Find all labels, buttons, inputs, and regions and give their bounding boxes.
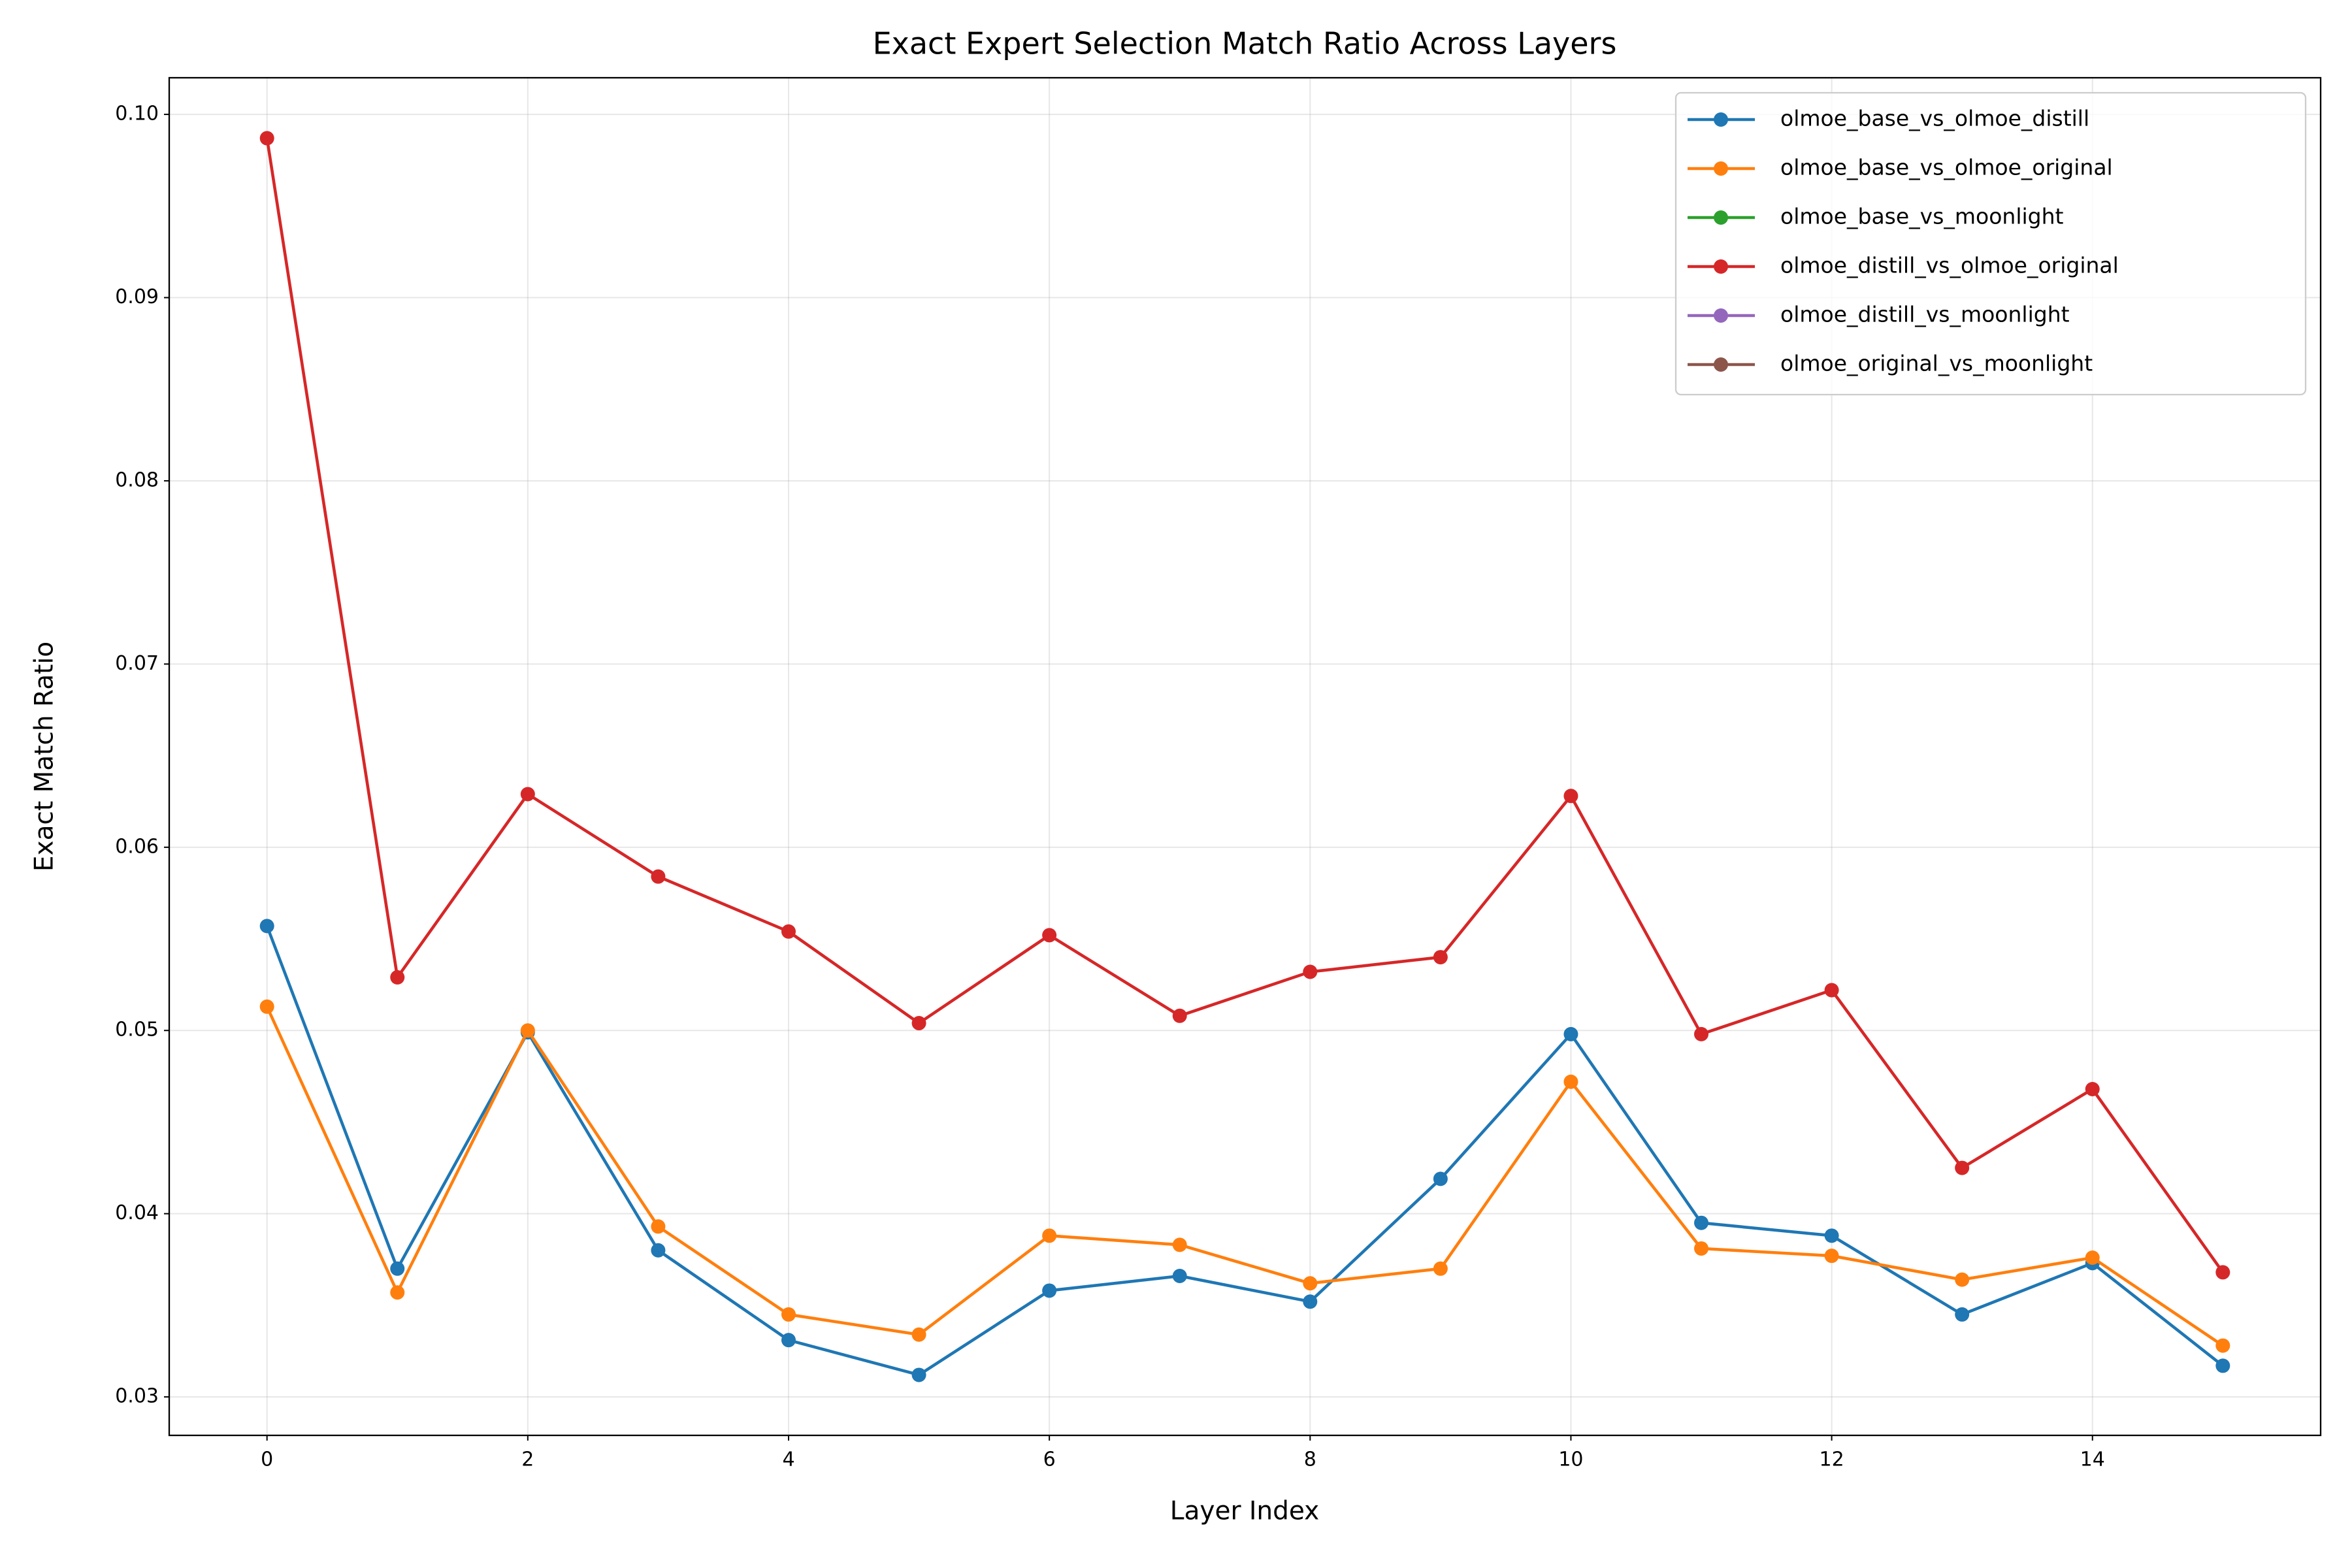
data-point [1824,983,1839,998]
data-point [1563,789,1578,804]
data-point [259,919,274,934]
x-tick-label: 10 [1558,1448,1583,1471]
legend-label: olmoe_distill_vs_moonlight [1780,302,2070,327]
y-tick-label: 0.05 [115,1019,159,1041]
data-point [1172,1237,1187,1252]
data-point [651,869,666,884]
data-point [1303,964,1318,979]
data-point [2085,1250,2100,1265]
y-tick-label: 0.10 [115,103,159,125]
data-point [1433,950,1448,965]
data-point [259,999,274,1014]
legend-box [1674,91,2307,396]
data-point [1694,1241,1709,1256]
legend-label: olmoe_base_vs_olmoe_distill [1780,106,2089,131]
data-point [2215,1338,2230,1353]
y-axis-label: Exact Match Ratio [30,642,59,872]
legend-label: olmoe_distill_vs_olmoe_original [1780,253,2119,278]
x-axis-label: Layer Index [1170,1497,1320,1526]
legend-label: olmoe_base_vs_moonlight [1780,204,2064,229]
data-point [911,1327,926,1342]
legend: olmoe_base_vs_olmoe_distill olmoe_base_vs… [1674,91,2307,396]
data-point [1042,1228,1057,1243]
data-point [1433,1171,1448,1186]
legend-marker [1714,161,1728,176]
data-point [781,1333,796,1348]
legend-marker [1714,308,1728,323]
data-point [520,1023,535,1038]
data-point [1694,1215,1709,1230]
x-tick-label: 8 [1304,1448,1316,1471]
y-tick-label: 0.08 [115,468,159,491]
legend-label: olmoe_base_vs_olmoe_original [1780,155,2113,180]
plot-frame [168,76,2322,1437]
data-point [1172,1008,1187,1023]
y-tick-label: 0.06 [115,835,159,858]
x-tick-label: 6 [1043,1448,1056,1471]
data-point [259,131,274,146]
data-point [1824,1228,1839,1243]
data-point [1563,1026,1578,1041]
data-point [390,1261,405,1276]
data-point [1955,1160,1970,1175]
legend-label: olmoe_original_vs_moonlight [1780,351,2093,376]
data-point [520,787,535,802]
x-tick-label: 14 [2080,1448,2105,1471]
data-point [781,924,796,939]
legend-marker [1714,210,1728,225]
data-point [1042,1283,1057,1298]
data-point [1955,1272,1970,1287]
legend-marker [1714,112,1728,127]
data-point [2215,1358,2230,1373]
data-point [911,1367,926,1382]
x-tick-label: 0 [261,1448,273,1471]
data-point [651,1219,666,1234]
data-point [1172,1269,1187,1284]
data-point [1563,1074,1578,1089]
y-tick-label: 0.03 [115,1385,159,1408]
data-point [390,970,405,985]
series-line [265,138,2225,1273]
data-point [1303,1276,1318,1291]
data-point [1824,1249,1839,1264]
data-point [2085,1081,2100,1096]
legend-marker [1714,357,1728,372]
data-point [1042,928,1057,943]
y-tick-label: 0.04 [115,1201,159,1224]
data-point [1433,1261,1448,1276]
data-point [2215,1265,2230,1280]
y-tick-label: 0.09 [115,286,159,308]
x-tick-label: 12 [1819,1448,1844,1471]
data-point [1694,1026,1709,1041]
x-tick-label: 2 [521,1448,534,1471]
chart-title: Exact Expert Selection Match Ratio Acros… [873,26,1617,61]
data-point [781,1307,796,1322]
data-point [1303,1294,1318,1309]
data-point [651,1243,666,1258]
legend-marker [1714,259,1728,274]
data-point [390,1285,405,1300]
x-tick-label: 4 [782,1448,794,1471]
series-line [265,1005,2224,1347]
data-point [911,1016,926,1031]
y-tick-label: 0.07 [115,652,159,675]
series-line [265,925,2224,1377]
data-point [1955,1307,1970,1322]
